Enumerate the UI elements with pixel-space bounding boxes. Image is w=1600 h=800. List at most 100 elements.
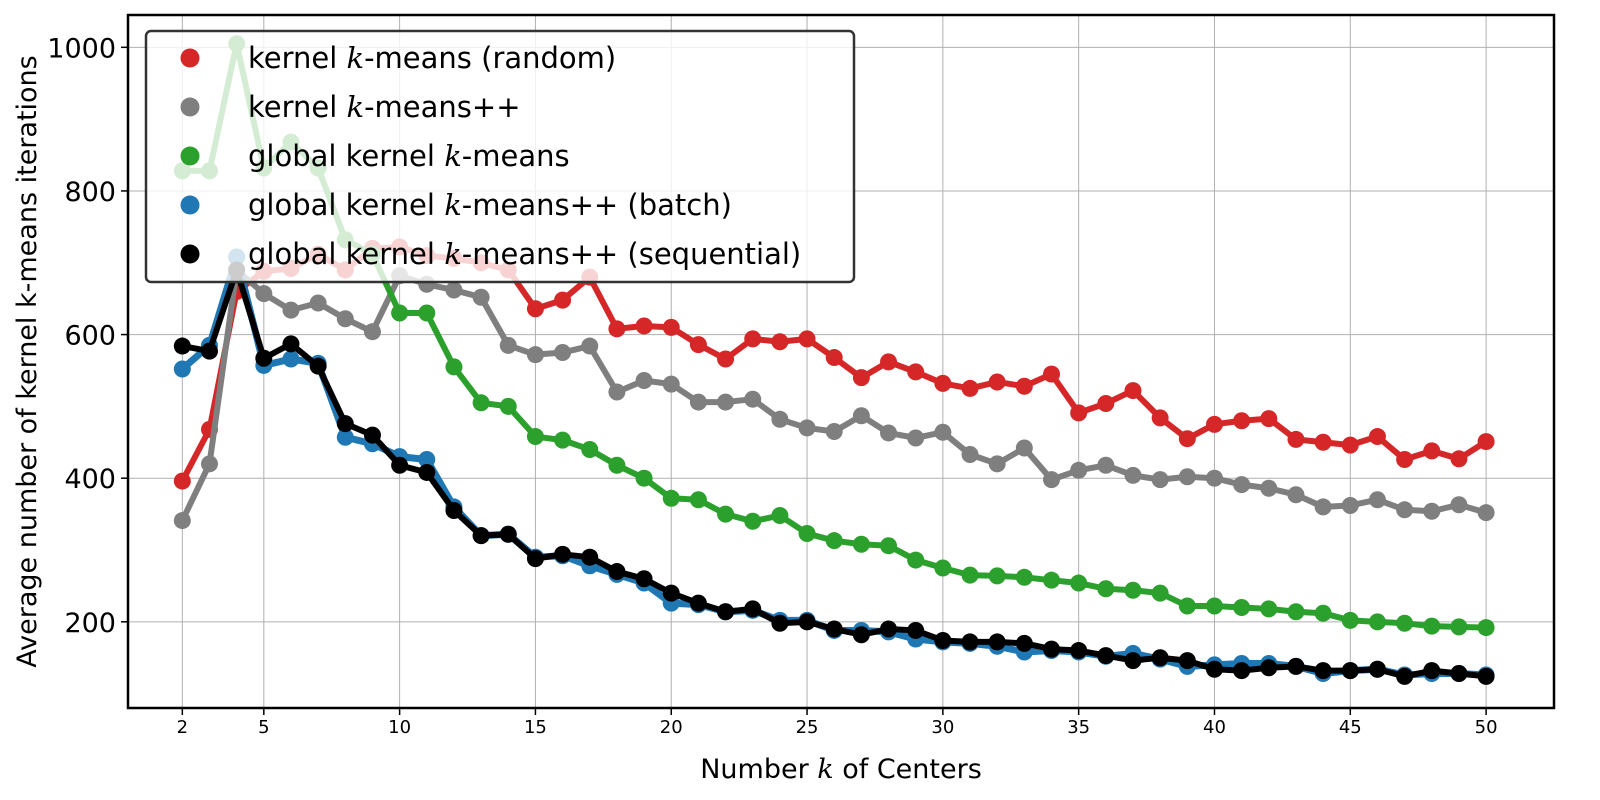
data-point — [1396, 451, 1414, 469]
data-point — [1233, 598, 1251, 616]
data-point — [1423, 617, 1441, 635]
data-point — [988, 633, 1006, 651]
data-point — [798, 330, 816, 348]
data-point — [662, 584, 680, 602]
data-point — [472, 527, 490, 545]
x-tick-label: 2 — [177, 717, 188, 738]
data-point — [526, 300, 544, 318]
data-point — [336, 310, 354, 328]
series-line — [179, 266, 1487, 522]
x-tick-label: 35 — [1067, 717, 1090, 738]
data-point — [771, 507, 789, 525]
data-point — [173, 512, 191, 530]
data-point — [771, 614, 789, 632]
data-point — [635, 372, 653, 390]
data-point — [1423, 502, 1441, 520]
data-point — [880, 537, 898, 555]
data-point — [1314, 433, 1332, 451]
data-point — [825, 620, 843, 638]
data-point — [880, 620, 898, 638]
data-point — [499, 525, 517, 543]
data-point — [662, 375, 680, 393]
x-tick-label: 25 — [796, 717, 819, 738]
data-point — [1287, 603, 1305, 621]
data-point — [1043, 365, 1061, 383]
data-point — [934, 559, 952, 577]
legend-marker — [180, 146, 200, 166]
data-point — [961, 633, 979, 651]
data-point — [1260, 410, 1278, 428]
data-point — [689, 393, 707, 411]
data-point — [961, 445, 979, 463]
data-point — [418, 463, 436, 481]
data-point — [852, 369, 870, 387]
data-point — [1450, 665, 1468, 683]
data-point — [499, 397, 517, 415]
data-point — [717, 350, 735, 368]
data-point — [1341, 436, 1359, 454]
series-2 — [173, 261, 1495, 530]
data-point — [472, 288, 490, 306]
data-point — [309, 357, 327, 375]
data-point — [1205, 415, 1223, 433]
data-point — [988, 567, 1006, 585]
data-point — [1450, 618, 1468, 636]
data-point — [907, 429, 925, 447]
x-tick-label: 30 — [931, 717, 954, 738]
data-point — [1205, 469, 1223, 487]
data-point — [988, 373, 1006, 391]
data-point — [200, 342, 218, 360]
data-point — [1151, 584, 1169, 602]
data-point — [1124, 581, 1142, 599]
data-point — [744, 600, 762, 618]
data-point — [608, 563, 626, 581]
data-point — [1450, 496, 1468, 514]
data-point — [1043, 640, 1061, 658]
data-point — [255, 349, 273, 367]
data-point — [1233, 662, 1251, 680]
data-point — [717, 393, 735, 411]
data-point — [635, 469, 653, 487]
data-point — [662, 318, 680, 336]
data-point — [1124, 466, 1142, 484]
x-tick-label: 20 — [660, 717, 683, 738]
data-point — [635, 570, 653, 588]
data-point — [1043, 471, 1061, 489]
data-point — [1341, 611, 1359, 629]
data-point — [282, 335, 300, 353]
data-point — [1178, 652, 1196, 670]
data-point — [907, 363, 925, 381]
data-point — [391, 456, 409, 474]
y-tick-label: 400 — [64, 464, 116, 495]
data-point — [526, 428, 544, 446]
data-point — [173, 337, 191, 355]
legend-box — [144, 29, 856, 284]
data-point — [852, 626, 870, 644]
data-point — [1287, 657, 1305, 675]
data-point — [255, 285, 273, 303]
data-point — [689, 336, 707, 354]
data-point — [1450, 450, 1468, 468]
data-point — [200, 455, 218, 473]
x-tick-label: 50 — [1475, 717, 1498, 738]
data-point — [1151, 649, 1169, 667]
data-point — [1260, 479, 1278, 497]
data-point — [1070, 642, 1088, 660]
data-point — [1368, 660, 1386, 678]
data-point — [825, 423, 843, 441]
data-point — [608, 456, 626, 474]
data-point — [744, 512, 762, 530]
data-point — [1423, 662, 1441, 680]
data-point — [445, 358, 463, 376]
data-point — [1097, 580, 1115, 598]
data-point — [282, 301, 300, 319]
data-point — [1097, 395, 1115, 413]
data-point — [1341, 496, 1359, 514]
data-point — [1205, 660, 1223, 678]
data-point — [1070, 574, 1088, 592]
data-point — [363, 323, 381, 341]
data-point — [526, 346, 544, 364]
data-point — [499, 336, 517, 354]
